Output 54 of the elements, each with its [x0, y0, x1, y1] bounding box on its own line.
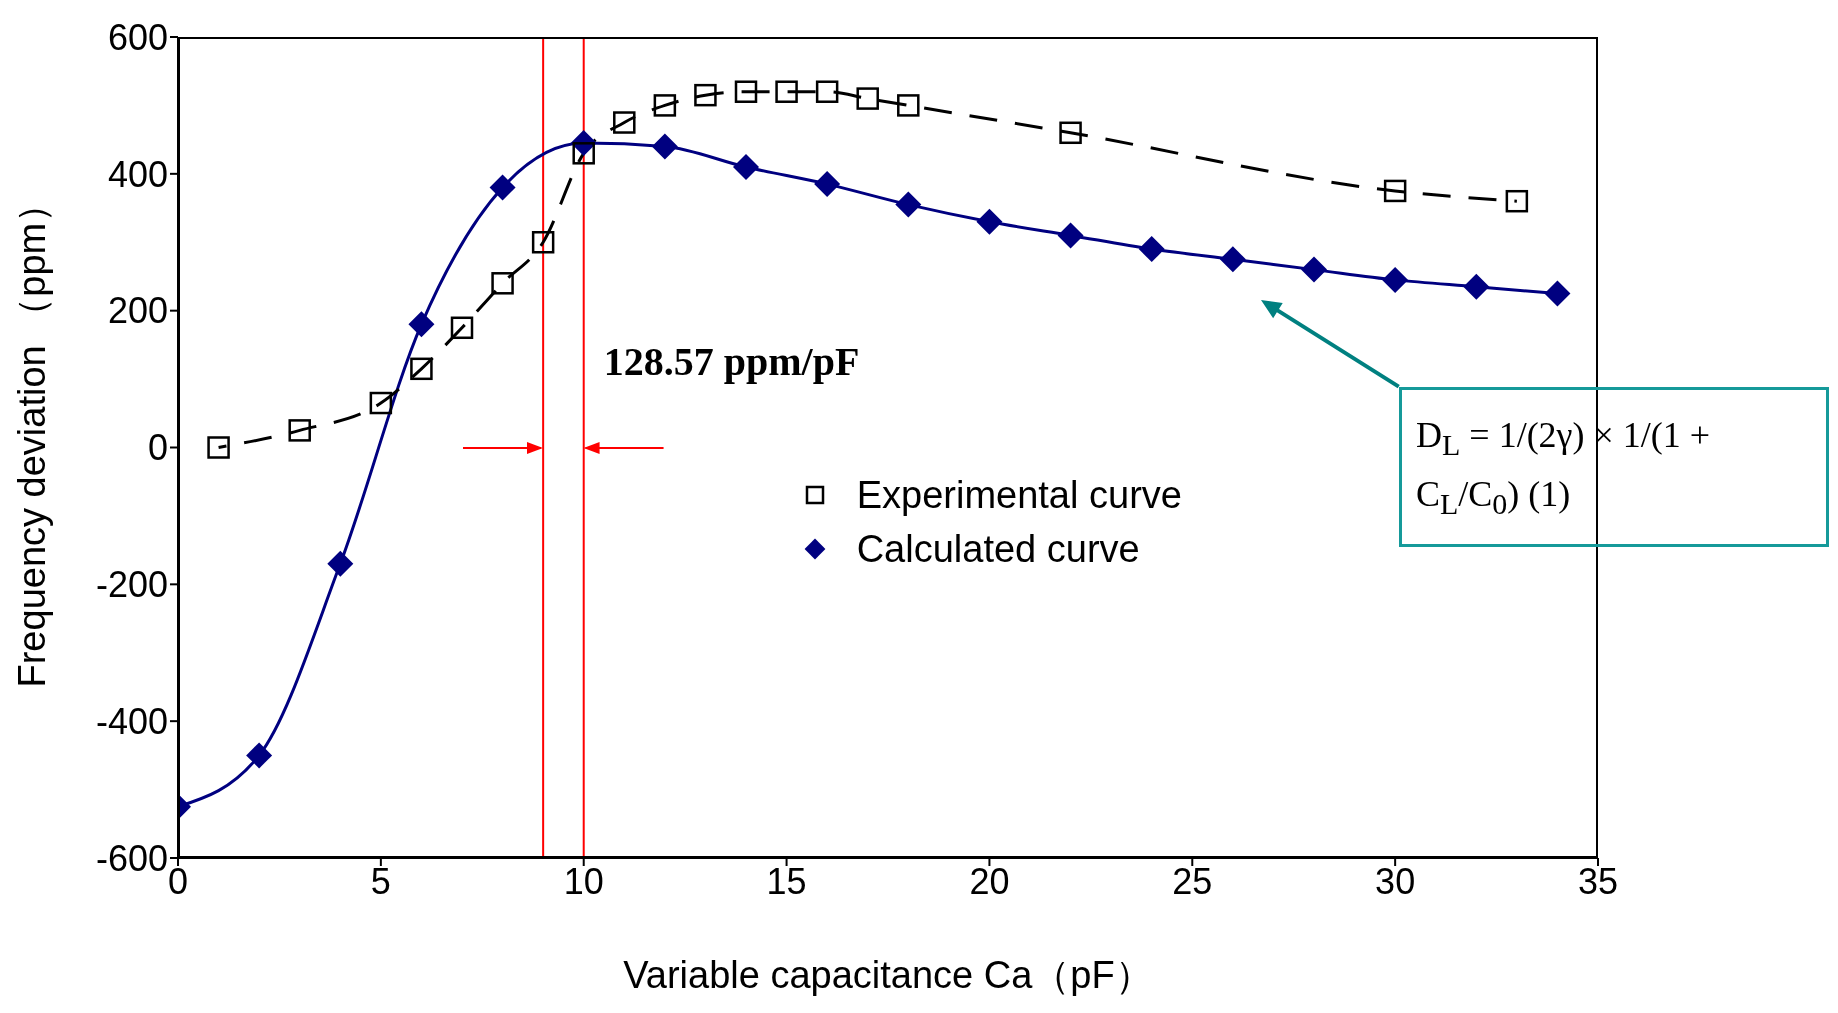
- point: [408, 311, 435, 338]
- point: [733, 153, 759, 180]
- point: [613, 111, 636, 134]
- point: [1382, 266, 1409, 293]
- y-tick-label: 400: [107, 153, 168, 195]
- point: [288, 419, 311, 442]
- point: [1383, 179, 1407, 203]
- x-tick-label: 25: [1172, 860, 1213, 902]
- legend-label: Calculated curve: [856, 527, 1140, 571]
- x-tick-label: 35: [1577, 860, 1619, 902]
- x-axis-title: Variable capacitance Ca（pF）: [623, 954, 1153, 996]
- point: [897, 94, 920, 117]
- point: [1301, 256, 1327, 283]
- point: [450, 316, 474, 340]
- point: [491, 272, 514, 295]
- y-tick-label: 0: [147, 427, 168, 469]
- x-tick-label: 30: [1375, 860, 1416, 902]
- y-axis-title: Frequency deviation （ppm）: [11, 184, 54, 688]
- point: [1544, 280, 1571, 307]
- point: [976, 208, 1003, 235]
- point: [531, 231, 555, 254]
- point: [207, 436, 230, 459]
- point: [572, 142, 595, 165]
- point: [369, 391, 393, 415]
- point: [814, 171, 841, 198]
- point: [1463, 273, 1490, 300]
- point: [1219, 246, 1246, 273]
- y-tick-label: -400: [95, 700, 168, 742]
- point: [327, 550, 354, 577]
- point: [1057, 222, 1084, 249]
- point: [653, 94, 677, 117]
- x-tick-label: 15: [766, 860, 807, 902]
- legend-label: Experimental curve: [856, 473, 1182, 517]
- point: [1505, 189, 1529, 213]
- x-tick-label: 10: [563, 860, 604, 902]
- x-tick-label: 5: [370, 860, 391, 902]
- y-tick-label: -200: [95, 564, 168, 606]
- point: [734, 80, 758, 103]
- y-tick-label: -600: [95, 837, 168, 879]
- point: [895, 191, 922, 218]
- point: [815, 80, 839, 103]
- point: [1059, 121, 1082, 145]
- point: [651, 133, 678, 160]
- annotation: 128.57 ppm/pF: [603, 337, 860, 385]
- point: [489, 174, 516, 201]
- point: [246, 742, 273, 769]
- point: [1138, 236, 1165, 263]
- y-tick-label: 600: [107, 16, 168, 58]
- x-tick-label: 20: [969, 860, 1010, 902]
- point: [775, 80, 798, 103]
- y-tick-label: 200: [107, 290, 168, 332]
- point: [856, 87, 879, 110]
- point: [410, 357, 433, 381]
- point: [694, 83, 717, 107]
